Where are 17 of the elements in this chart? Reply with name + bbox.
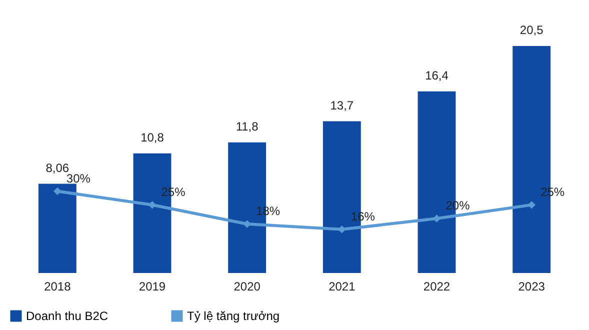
data-label: 13,7 [330, 98, 354, 112]
legend-label: Doanh thu B2C [26, 309, 108, 323]
data-label: 20,5 [520, 23, 544, 37]
x-tick-label: 2020 [234, 280, 261, 294]
point [528, 201, 536, 209]
data-label: 11,8 [236, 119, 259, 134]
legend-label: Tỷ lệ tăng trưởng [187, 309, 280, 323]
point [54, 187, 62, 196]
x-tick-label: 2019 [138, 280, 166, 294]
x-tick-label: 2021 [328, 280, 356, 294]
x-tick-label: 2023 [518, 280, 546, 294]
x-tick-label: 2018 [44, 280, 72, 294]
data-label: 10,8 [140, 130, 164, 144]
x-tick-label: 2022 [423, 280, 450, 294]
point [243, 220, 251, 228]
bar [38, 184, 76, 273]
data-label: 16,4 [425, 68, 449, 82]
